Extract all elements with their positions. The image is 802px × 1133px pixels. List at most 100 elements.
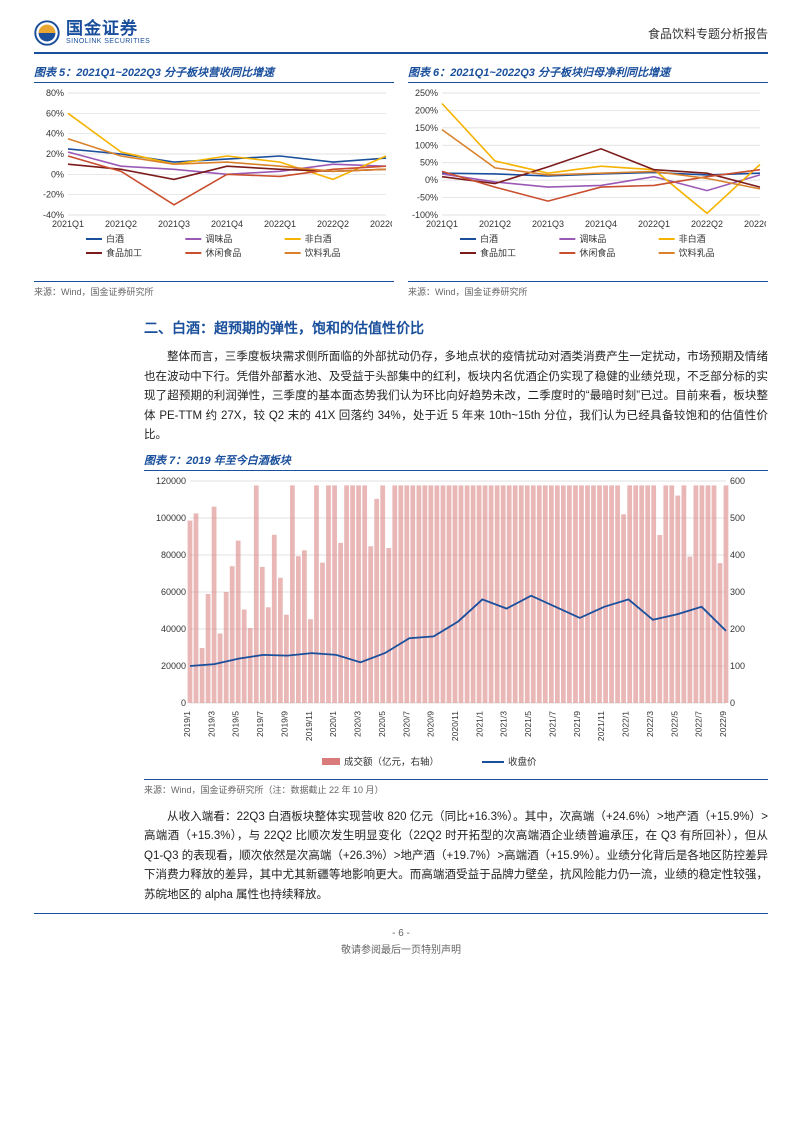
svg-text:0%: 0%: [51, 169, 64, 179]
svg-text:200: 200: [730, 624, 745, 634]
chart5-svg-holder: -40%-20%0%20%40%60%80%2021Q12021Q22021Q3…: [34, 87, 394, 277]
svg-text:2021/3: 2021/3: [499, 710, 509, 736]
svg-text:20000: 20000: [161, 661, 186, 671]
svg-text:2020/11: 2020/11: [450, 710, 460, 740]
svg-text:2021Q4: 2021Q4: [211, 219, 243, 229]
svg-text:40000: 40000: [161, 624, 186, 634]
svg-text:饮料乳品: 饮料乳品: [679, 247, 715, 258]
svg-text:2021Q3: 2021Q3: [532, 219, 564, 229]
svg-text:80%: 80%: [46, 88, 64, 98]
svg-text:100000: 100000: [156, 513, 186, 523]
svg-text:食品加工: 食品加工: [480, 247, 516, 258]
svg-text:2022/5: 2022/5: [669, 710, 679, 736]
svg-text:2019/5: 2019/5: [231, 710, 241, 736]
svg-text:500: 500: [730, 513, 745, 523]
svg-text:2021Q3: 2021Q3: [158, 219, 190, 229]
svg-text:-20%: -20%: [43, 190, 64, 200]
svg-text:2021/5: 2021/5: [523, 710, 533, 736]
svg-text:2020/3: 2020/3: [353, 710, 363, 736]
svg-text:120000: 120000: [156, 476, 186, 486]
svg-text:0: 0: [730, 698, 735, 708]
svg-text:200%: 200%: [415, 105, 438, 115]
chart6-block: 图表 6：2021Q1~2022Q3 分子板块归母净利同比增速 -100%-50…: [408, 64, 768, 298]
svg-text:250%: 250%: [415, 88, 438, 98]
svg-text:2020/9: 2020/9: [426, 710, 436, 736]
svg-text:食品加工: 食品加工: [106, 247, 142, 258]
svg-text:2022Q2: 2022Q2: [317, 219, 349, 229]
logo-cn-text: 国金证券: [66, 20, 150, 38]
svg-text:休闲食品: 休闲食品: [579, 247, 615, 258]
chart6-title-text: 2021Q1~2022Q3 分子板块归母净利同比增速: [450, 67, 670, 79]
svg-text:0: 0: [181, 698, 186, 708]
page-number: - 6 -: [34, 928, 768, 939]
svg-text:2022Q1: 2022Q1: [264, 219, 296, 229]
svg-text:调味品: 调味品: [205, 233, 232, 244]
company-logo: 国金证券 SINOLINK SECURITIES: [34, 20, 150, 46]
svg-text:2022/7: 2022/7: [694, 710, 704, 736]
svg-text:休闲食品: 休闲食品: [205, 247, 241, 258]
svg-text:2021/1: 2021/1: [474, 710, 484, 736]
chart7-title: 图表 7：2019 年至今白酒板块: [144, 452, 768, 471]
svg-text:2019/1: 2019/1: [182, 710, 192, 736]
chart6-title-prefix: 图表 6：: [408, 67, 450, 79]
svg-text:600: 600: [730, 476, 745, 486]
svg-text:20%: 20%: [46, 149, 64, 159]
svg-text:400: 400: [730, 550, 745, 560]
logo-icon: [34, 20, 60, 46]
chart5-block: 图表 5：2021Q1~2022Q3 分子板块营收同比增速 -40%-20%0%…: [34, 64, 394, 298]
svg-text:2019/7: 2019/7: [255, 710, 265, 736]
logo-en-text: SINOLINK SECURITIES: [66, 38, 150, 45]
svg-text:2019/11: 2019/11: [304, 710, 314, 740]
svg-text:白酒: 白酒: [106, 233, 124, 244]
svg-text:60%: 60%: [46, 108, 64, 118]
svg-text:非白酒: 非白酒: [679, 233, 706, 244]
svg-text:100%: 100%: [415, 140, 438, 150]
svg-text:2020/5: 2020/5: [377, 710, 387, 736]
chart6-title: 图表 6：2021Q1~2022Q3 分子板块归母净利同比增速: [408, 64, 768, 83]
svg-text:2021Q1: 2021Q1: [52, 219, 84, 229]
svg-text:80000: 80000: [161, 550, 186, 560]
para2: 从收入端看：22Q3 白酒板块整体实现营收 820 亿元（同比+16.3%）。其…: [144, 808, 768, 906]
svg-text:150%: 150%: [415, 123, 438, 133]
svg-text:2021/7: 2021/7: [547, 710, 557, 736]
svg-text:2022Q3: 2022Q3: [744, 219, 766, 229]
chart5-title-text: 2021Q1~2022Q3 分子板块营收同比增速: [76, 67, 274, 79]
svg-text:收盘价: 收盘价: [508, 756, 537, 768]
svg-text:2022Q3: 2022Q3: [370, 219, 392, 229]
chart6-source: 来源：Wind，国金证券研究所: [408, 281, 768, 298]
section2-heading: 二、白酒：超预期的弹性，饱和的估值性价比: [144, 318, 768, 338]
svg-text:-50%: -50%: [417, 193, 438, 203]
svg-text:2019/3: 2019/3: [206, 710, 216, 736]
svg-text:饮料乳品: 饮料乳品: [305, 247, 341, 258]
svg-text:2020/7: 2020/7: [401, 710, 411, 736]
chart7-title-prefix: 图表 7：: [144, 455, 186, 467]
chart5-title: 图表 5：2021Q1~2022Q3 分子板块营收同比增速: [34, 64, 394, 83]
svg-text:60000: 60000: [161, 587, 186, 597]
svg-text:调味品: 调味品: [579, 233, 606, 244]
svg-text:2021Q1: 2021Q1: [426, 219, 458, 229]
svg-text:2021/11: 2021/11: [596, 710, 606, 740]
svg-text:100: 100: [730, 661, 745, 671]
chart7-svg-holder: 0 20000 40000 60000 80000 100000 120000 0 100 200…: [144, 475, 768, 775]
footer-disclaimer: 敬请参阅最后一页特别声明: [34, 941, 768, 956]
svg-text:300: 300: [730, 587, 745, 597]
svg-text:2020/1: 2020/1: [328, 710, 338, 736]
chart6-svg-holder: -100%-50%0%50%100%150%200%250%2021Q12021…: [408, 87, 768, 277]
chart7-title-text: 2019 年至今白酒板块: [186, 455, 291, 467]
chart7-source: 来源：Wind，国金证券研究所（注：数据截止 22 年 10 月）: [144, 779, 768, 796]
svg-text:2022/3: 2022/3: [645, 710, 655, 736]
svg-text:2019/9: 2019/9: [279, 710, 289, 736]
chart5-source: 来源：Wind，国金证券研究所: [34, 281, 394, 298]
svg-text:2022Q1: 2022Q1: [638, 219, 670, 229]
svg-text:2021Q2: 2021Q2: [479, 219, 511, 229]
chart7-block: 图表 7：2019 年至今白酒板块 0 20000 40000 60000 80000 1…: [144, 452, 768, 796]
page-header: 国金证券 SINOLINK SECURITIES 食品饮料专题分析报告: [34, 20, 768, 54]
svg-text:0%: 0%: [425, 175, 438, 185]
svg-text:50%: 50%: [420, 158, 438, 168]
svg-text:2022/1: 2022/1: [621, 710, 631, 736]
svg-text:非白酒: 非白酒: [305, 233, 332, 244]
svg-text:2021Q4: 2021Q4: [585, 219, 617, 229]
section2-para1: 整体而言，三季度板块需求侧所面临的外部扰动仍存，多地点状的疫情扰动对酒类消费产生…: [144, 348, 768, 446]
page-footer: - 6 - 敬请参阅最后一页特别声明: [34, 928, 768, 956]
footer-rule: [34, 913, 768, 914]
